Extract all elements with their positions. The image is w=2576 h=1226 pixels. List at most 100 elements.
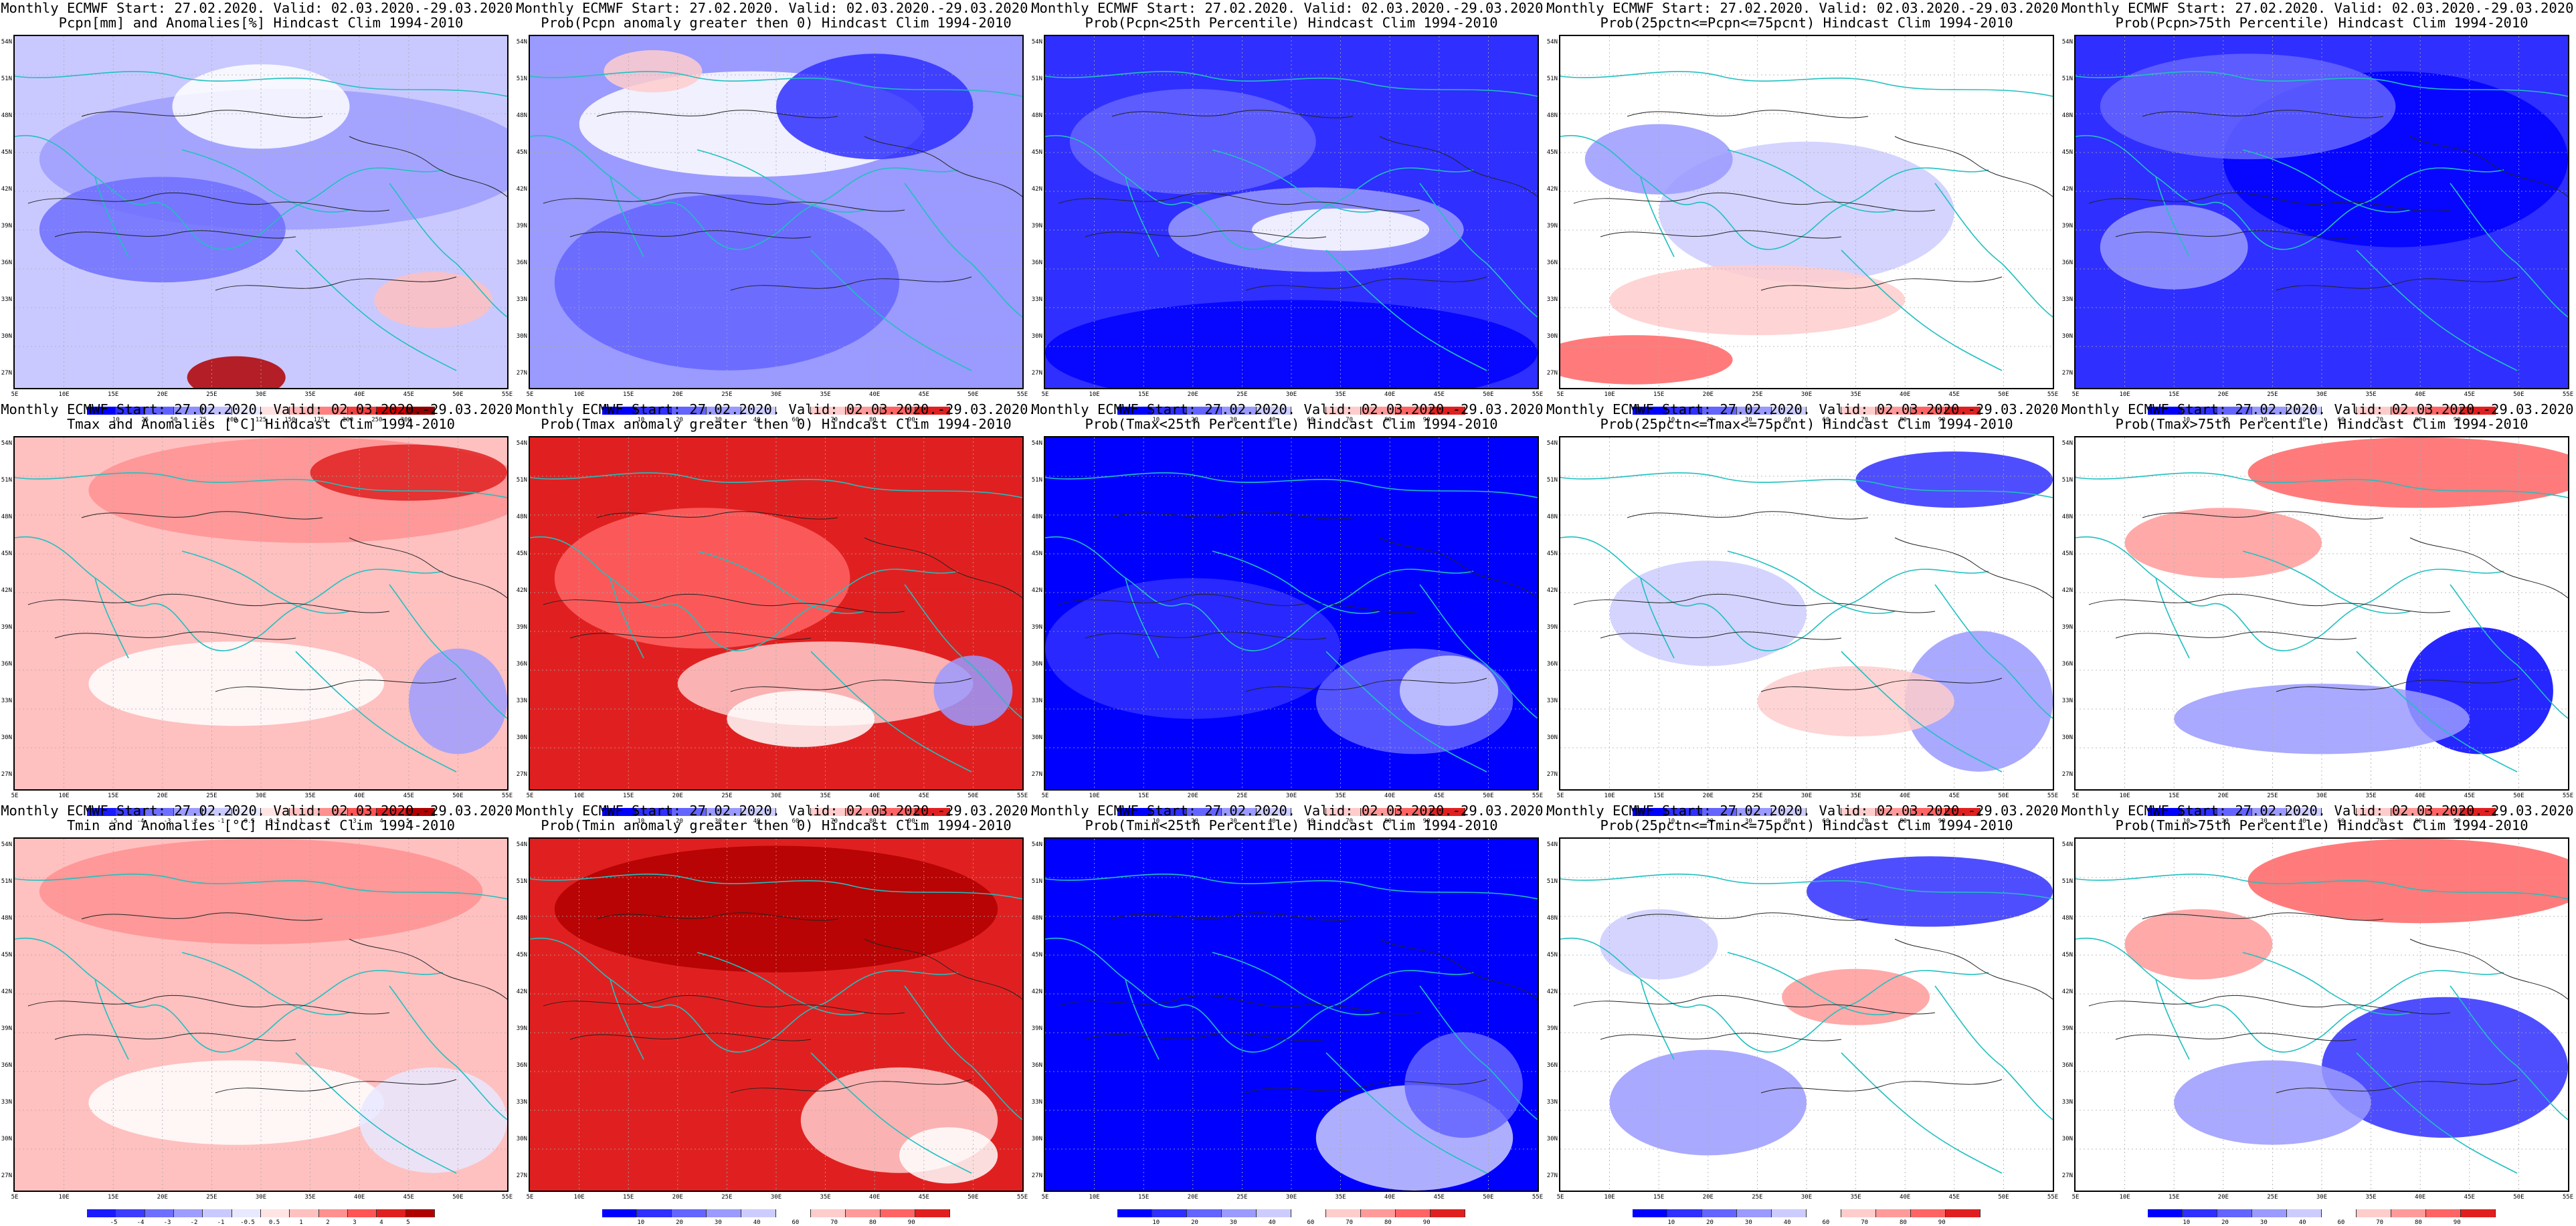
map-field (2074, 837, 2569, 1192)
latitude-label: 48N (2061, 112, 2073, 119)
colorbar-label: -1 (217, 818, 225, 825)
coastline (1727, 149, 1896, 213)
forecast-panel: Monthly ECMWF Start: 27.02.2020. Valid: … (1030, 0, 1552, 423)
colorbar-segment (1396, 1209, 1431, 1217)
latitude-label: 39N (1546, 624, 1558, 631)
coastline (530, 71, 1022, 97)
colorbar-segment (87, 808, 116, 816)
contour-line (54, 631, 296, 640)
contour-line (1573, 995, 1936, 1015)
longitude-label: 45E (918, 391, 929, 398)
map-field (529, 436, 1024, 791)
contour-line (2115, 1033, 2357, 1041)
longitude-label: 35E (2365, 391, 2377, 398)
colorbar-segment (1841, 808, 1876, 816)
coastline (697, 550, 865, 614)
longitude-label: 55E (2047, 391, 2059, 398)
longitude-label: 55E (2562, 793, 2574, 799)
contour-line (1085, 230, 1327, 239)
map-canvas (15, 437, 507, 789)
longitude-label: 55E (501, 1194, 513, 1201)
contour-line (1111, 912, 1354, 921)
colorbar-segment (2461, 808, 2496, 816)
colorbar-label: 10 (2183, 818, 2191, 825)
longitude-label: 35E (1335, 793, 1346, 799)
coastline (2155, 577, 2190, 659)
colorbar-label: 40 (753, 417, 761, 423)
longitude-label: 25E (206, 793, 217, 799)
colorbar-label: -2 (190, 818, 198, 825)
colorbar-label: 40 (2298, 1219, 2306, 1226)
latitude-label: 42N (516, 186, 527, 193)
latitude-label: 45N (1, 149, 12, 156)
colorbar-label: 5 (406, 1219, 410, 1226)
latitude-label: 36N (516, 661, 527, 668)
latitude-label: 45N (2061, 550, 2073, 557)
colorbar-segment (2217, 407, 2252, 415)
colorbar-segment (1946, 407, 1981, 415)
longitude-label: 10E (1089, 1194, 1100, 1201)
contour-line (864, 136, 1022, 197)
colorbar-label: 90 (1422, 818, 1431, 825)
coastline (1560, 472, 2053, 498)
colorbar-segment (260, 407, 290, 415)
colorbar (602, 407, 950, 415)
panel-title-line2: Prob(25pctn<=Tmax<=75pcnt) Hindcast Clim… (1600, 416, 2013, 432)
coastline (2450, 985, 2568, 1120)
longitude-label: 30E (2316, 793, 2328, 799)
longitude-label: 50E (1483, 391, 1494, 398)
colorbar-segment (2391, 808, 2426, 816)
forecast-panel: Monthly ECMWF Start: 27.02.2020. Valid: … (1546, 803, 2067, 1226)
latitude-label: 36N (1031, 661, 1042, 668)
colorbar-segment (377, 407, 406, 415)
longitude-label: 55E (1016, 391, 1028, 398)
colorbar-label: 3 (353, 1219, 357, 1226)
colorbar (1117, 407, 1465, 415)
latitude-label: 54N (1, 39, 12, 45)
latitude-label: 36N (1, 1062, 12, 1069)
colorbar-segment (1702, 808, 1737, 816)
longitude-label: 25E (1752, 793, 1763, 799)
colorbar-label: 10 (2183, 1219, 2191, 1226)
colorbar-label: 40 (1268, 417, 1276, 423)
field-region (727, 690, 875, 747)
contour-line (730, 276, 972, 291)
longitude-label: 50E (1998, 391, 2009, 398)
colorbar-label: 60 (1307, 1219, 1315, 1226)
coastline (610, 176, 644, 258)
field-region (374, 272, 492, 328)
contour-line (543, 593, 905, 613)
coastline (697, 952, 865, 1015)
coastline (15, 874, 507, 900)
longitude-label: 45E (918, 1194, 929, 1201)
colorbar-segment (2426, 808, 2461, 816)
longitude-label: 45E (2464, 793, 2475, 799)
colorbar-segment (203, 1209, 232, 1217)
colorbar (87, 808, 435, 816)
latitude-label: 54N (2061, 39, 2073, 45)
latitude-label: 27N (1546, 370, 1558, 377)
colorbar-segment (1911, 1209, 1946, 1217)
latitude-label: 33N (1, 698, 12, 704)
longitude-label: 10E (573, 391, 585, 398)
coastline (1045, 71, 1538, 97)
colorbar-segment (707, 1209, 741, 1217)
coastline (1125, 176, 1160, 258)
latitude-label: 48N (1, 514, 12, 520)
colorbar-label: 60 (1822, 1219, 1830, 1226)
contour-line (730, 678, 972, 692)
longitude-label: 45E (918, 793, 929, 799)
longitude-label: 40E (869, 391, 881, 398)
colorbar-label: 30 (714, 1219, 722, 1226)
latitude-label: 27N (1031, 771, 1042, 778)
field-region (408, 648, 507, 754)
colorbar-label: 70 (830, 818, 838, 825)
latitude-label: 36N (2061, 661, 2073, 668)
colorbar-segment (1807, 808, 1841, 816)
latitude-label: 42N (1546, 186, 1558, 193)
latitude-label: 45N (1031, 149, 1042, 156)
longitude-label: 50E (968, 793, 979, 799)
field-region (1584, 124, 1733, 195)
coastline (181, 149, 350, 213)
colorbar-segment (318, 407, 348, 415)
